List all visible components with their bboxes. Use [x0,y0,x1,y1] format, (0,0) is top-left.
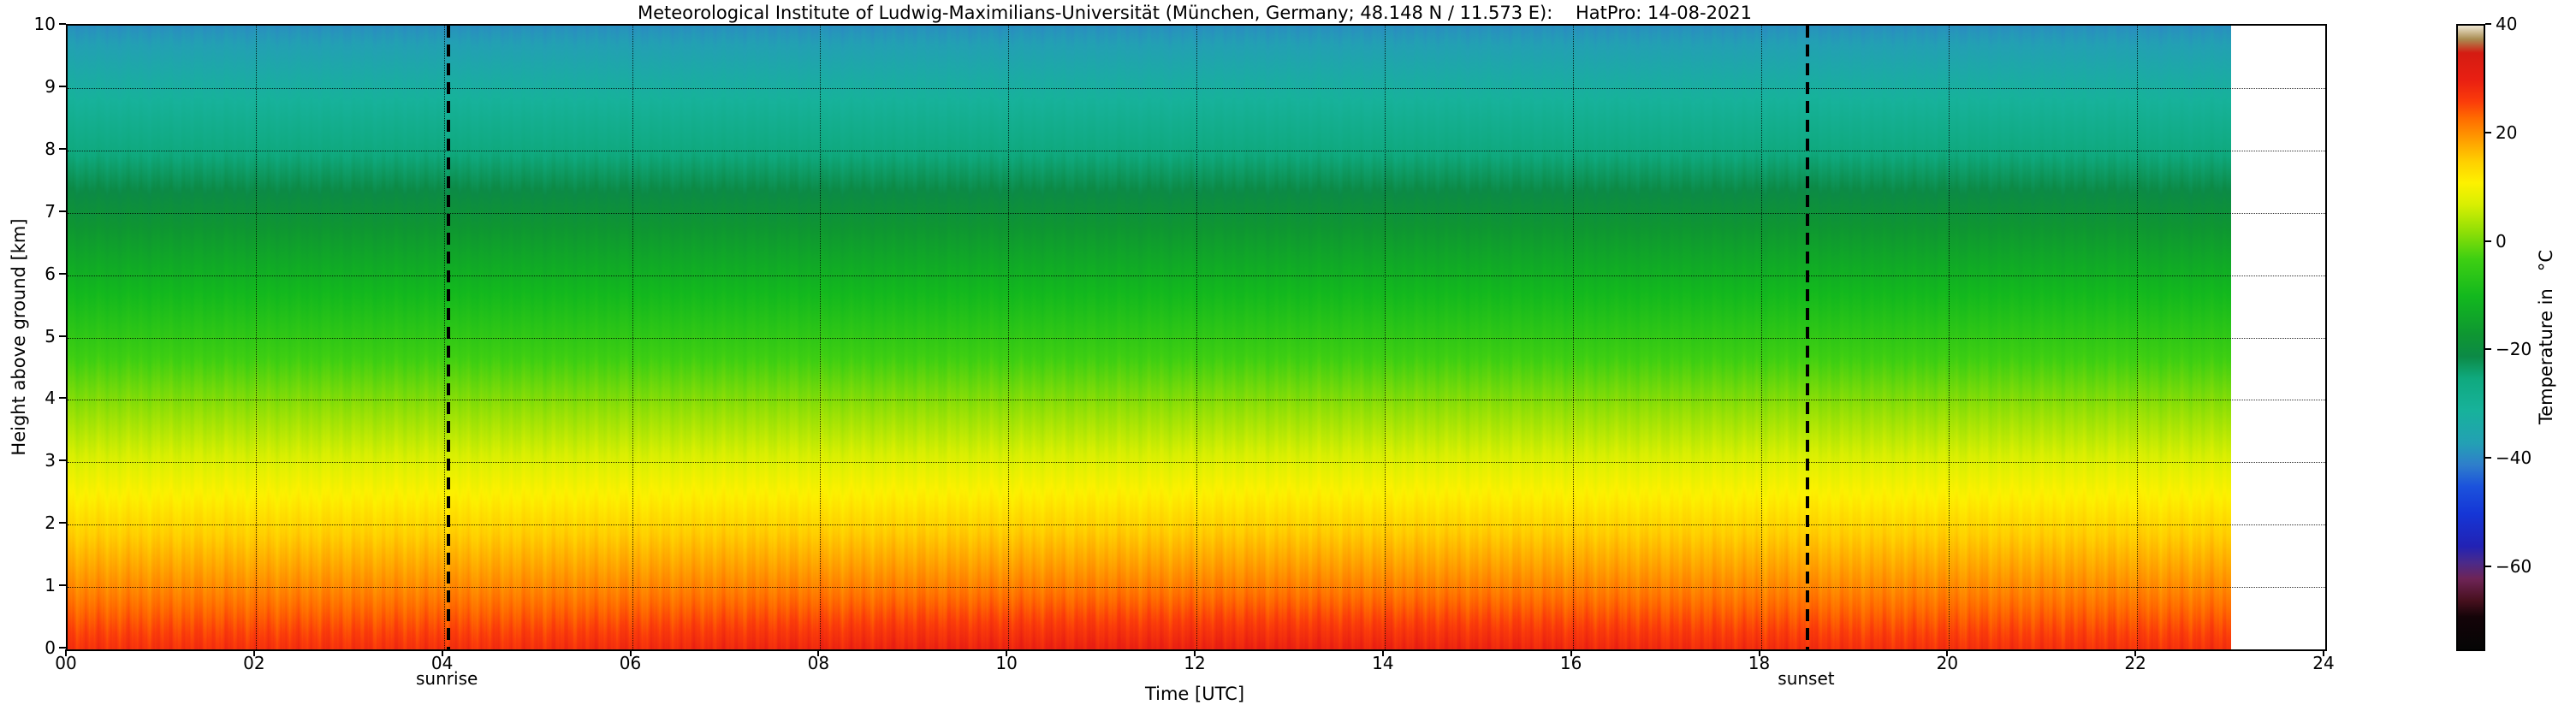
y-tick [59,210,66,212]
x-tick-label: 18 [1748,653,1771,673]
colorbar-tick [2485,565,2491,567]
x-tick-label: 08 [807,653,830,673]
y-tick [59,459,66,462]
colorbar-tick-label: 40 [2496,14,2518,34]
gridline-horizontal [68,275,2325,276]
plot-area [66,24,2327,651]
colorbar-tick-label: −60 [2496,555,2532,577]
x-tick-label: 16 [1559,653,1582,673]
y-tick-label: 0 [45,637,56,658]
x-tick-label: 12 [1184,653,1206,673]
colorbar-tick [2485,348,2491,351]
colorbar-tick [2485,131,2491,133]
y-tick-label: 2 [45,512,56,534]
colorbar [2456,24,2485,651]
x-tick-label: 02 [243,653,265,673]
y-tick [59,397,66,400]
gridline-horizontal [68,337,2325,339]
gridline-horizontal [68,212,2325,214]
y-tick [59,335,66,337]
gridline-horizontal [68,462,2325,464]
y-tick [59,584,66,587]
gridline-horizontal [68,587,2325,589]
chart-title: Meteorological Institute of Ludwig-Maxim… [637,3,1753,23]
y-tick [59,522,66,524]
colorbar-tick-label: −40 [2496,447,2532,469]
sunset-line [1806,26,1810,649]
y-tick-label: 1 [45,575,56,596]
gridline-horizontal [68,87,2325,89]
y-tick [59,147,66,150]
x-tick-label: 20 [1936,653,1959,673]
x-axis-label: Time [UTC] [1144,684,1245,704]
x-tick-label: 24 [2312,653,2335,673]
colorbar-tick-label: −20 [2496,339,2532,360]
sunrise-line [447,26,451,649]
y-tick [59,647,66,649]
sunrise-label: sunrise [416,668,478,689]
y-tick-label: 8 [45,138,56,159]
y-axis-label: Height above ground [km] [9,218,29,456]
colorbar-axis-label: Temperature in °C [2536,249,2556,425]
plot-overlay [68,26,2325,649]
x-tick-label: 06 [619,653,642,673]
y-tick [59,23,66,25]
y-tick [59,85,66,87]
colorbar-tick-label: 20 [2496,121,2518,143]
colorbar-tick [2485,457,2491,459]
y-tick-label: 9 [45,75,56,97]
colorbar-tick [2485,23,2491,25]
x-tick-label: 22 [2124,653,2146,673]
colorbar-tick-label: 0 [2496,230,2507,252]
x-tick-label: 14 [1372,653,1394,673]
x-tick-label: 00 [55,653,77,673]
colorbar-tick [2485,240,2491,242]
x-tick-label: 10 [995,653,1018,673]
gridline-horizontal [68,524,2325,526]
y-tick [59,272,66,275]
y-tick-label: 10 [33,14,56,34]
sunset-label: sunset [1778,668,1835,689]
